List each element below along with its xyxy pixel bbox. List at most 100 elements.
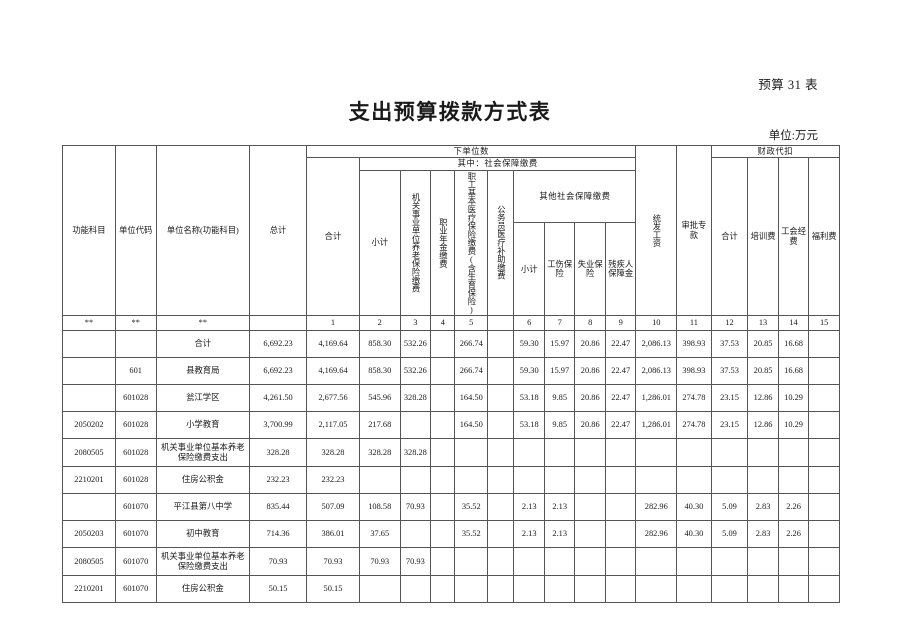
cell-c3: 328.28 (399, 384, 432, 413)
cell-c1: 4,169.64 (306, 330, 360, 359)
cell-c7: 9.85 (543, 411, 576, 440)
column-number-cell: 6 (513, 315, 545, 332)
cell-unit-code: 601070 (114, 575, 157, 604)
cell-unit-name: 瓮江学区 (155, 384, 251, 413)
th-unemployment: 失业保险 (574, 222, 606, 317)
th-functional-subject: 功能科目 (62, 144, 116, 317)
cell-c13: 20.85 (747, 330, 779, 359)
cell-c4 (430, 466, 456, 495)
cell-c3: 328.28 (399, 438, 432, 468)
cell-functional-subject: 2210201 (62, 575, 116, 604)
cell-c7: 15.97 (543, 330, 576, 359)
cell-c4 (430, 384, 456, 413)
column-number-cell: 5 (454, 315, 489, 332)
cell-c4 (430, 520, 456, 549)
th-disability-fund: 残疾人保障金 (604, 222, 637, 317)
cell-c15 (808, 547, 840, 577)
column-number-row: ** ** ** 1 2 3 4 5 6 7 8 9 10 11 12 13 14 15 (62, 315, 840, 332)
column-number-cell: ** (155, 315, 251, 332)
cell-c12 (710, 438, 749, 468)
cell-c10 (635, 466, 678, 495)
cell-c14: 16.68 (777, 330, 810, 359)
cell-c9 (604, 438, 637, 468)
cell-functional-subject: 2050202 (62, 411, 116, 440)
column-number-cell: 9 (604, 315, 637, 332)
cell-c7: 2.13 (543, 493, 576, 522)
cell-c1: 4,169.64 (306, 357, 360, 386)
table-row: 601070 平江县第八中学 835.44 507.09 108.58 70.93 35.5… (62, 493, 840, 522)
cell-c11: 40.30 (676, 520, 712, 549)
cell-functional-subject: 2210201 (62, 466, 116, 495)
cell-unit-name: 初中教育 (155, 520, 251, 549)
cell-c2: 328.28 (358, 438, 401, 468)
cell-c2: 858.30 (358, 357, 401, 386)
cell-c1: 70.93 (306, 547, 360, 577)
cell-civil_medical (487, 493, 515, 522)
cell-c1: 386.01 (306, 520, 360, 549)
cell-c3 (399, 520, 432, 549)
cell-c8 (574, 438, 606, 468)
cell-c3 (399, 575, 432, 604)
cell-c7 (543, 547, 576, 577)
cell-c11 (676, 575, 712, 604)
cell-c1: 50.15 (306, 575, 360, 604)
cell-c10 (635, 547, 678, 577)
column-number-cell: 7 (543, 315, 576, 332)
cell-civil_medical (487, 330, 515, 359)
cell-c6 (513, 466, 545, 495)
cell-c12 (710, 575, 749, 604)
cell-c5: 35.52 (454, 493, 489, 522)
cell-c2: 545.96 (358, 384, 401, 413)
th-subtotal-2: 小计 (513, 222, 545, 317)
cell-c7: 15.97 (543, 357, 576, 386)
cell-total: 714.36 (249, 520, 308, 549)
column-number-cell: 14 (777, 315, 810, 332)
table-row: 2050203 601070 初中教育 714.36 386.01 37.65 35.52 2… (62, 520, 840, 549)
cell-c12: 23.15 (710, 384, 749, 413)
cell-total: 50.15 (249, 575, 308, 604)
header-row-2: 合计 其中：社会保障缴费 合计 培训费 工会经费 福利费 (63, 157, 840, 317)
cell-unit-code: 601070 (114, 520, 157, 549)
cell-functional-subject: 2080505 (62, 438, 116, 468)
th-pension-institution: 机关事业单位养老保险缴费 (399, 169, 432, 317)
cell-civil_medical (487, 520, 515, 549)
th-sub-unit-group: 下单位数 (306, 144, 637, 159)
cell-c15 (808, 466, 840, 495)
cell-c9: 22.47 (604, 411, 637, 440)
th-civil-servant-medical: 公务员医疗补助缴费 (487, 169, 515, 317)
cell-c6 (513, 547, 545, 577)
cell-c2: 37.65 (358, 520, 401, 549)
cell-c4 (430, 411, 456, 440)
cell-c11: 274.78 (676, 384, 712, 413)
cell-unit-name: 合计 (155, 330, 251, 359)
cell-c13 (747, 547, 779, 577)
cell-functional-subject: 2080505 (62, 547, 116, 577)
th-of-which-social-security: 其中：社会保障缴费 (358, 157, 637, 171)
cell-c7: 2.13 (543, 520, 576, 549)
cell-c12: 37.53 (710, 357, 749, 386)
column-number-cell (249, 315, 308, 332)
header-row-4: 小计 工伤保险 失业保险 残疾人保障金 (63, 222, 840, 317)
cell-c10: 2,086.13 (635, 330, 678, 359)
cell-functional-subject (62, 357, 116, 386)
column-number-cell: 11 (676, 315, 712, 332)
cell-c11 (676, 438, 712, 468)
cell-unit-name: 机关事业单位基本养老保险缴费支出 (155, 547, 251, 577)
cell-c10: 282.96 (635, 493, 678, 522)
cell-c8: 20.86 (574, 330, 606, 359)
cell-c4 (430, 438, 456, 468)
cell-c6: 53.18 (513, 384, 545, 413)
cell-c5: 266.74 (454, 330, 489, 359)
column-number-cell: 3 (399, 315, 432, 332)
cell-c7 (543, 466, 576, 495)
table-row: 2210201 601070 住房公积金 50.15 50.15 (62, 575, 840, 604)
cell-c15 (808, 493, 840, 522)
th-total: 总计 (249, 144, 308, 317)
cell-c9 (604, 493, 637, 522)
cell-c6: 2.13 (513, 493, 545, 522)
unit-note: 单位:万元 (768, 130, 818, 142)
cell-c13 (747, 438, 779, 468)
column-number-cell: 15 (808, 315, 840, 332)
cell-c14 (777, 438, 810, 468)
